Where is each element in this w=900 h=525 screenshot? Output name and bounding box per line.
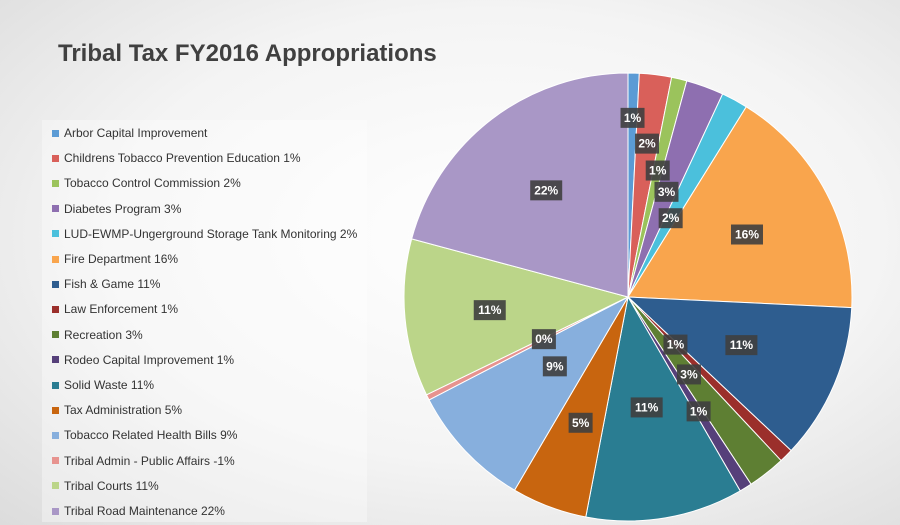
data-label-box [531, 329, 556, 350]
data-label-box [654, 181, 679, 202]
legend-swatch [52, 406, 59, 414]
legend-swatch [52, 507, 59, 515]
legend-swatch [52, 154, 59, 162]
data-label-box [530, 180, 563, 201]
legend-entry: Childrens Tobacco Prevention Education 1… [52, 149, 301, 167]
legend-swatch [52, 457, 59, 465]
legend-entry: Tobacco Related Health Bills 9% [52, 426, 237, 444]
legend-label: Tobacco Related Health Bills 9% [64, 428, 238, 443]
legend-label: Tax Administration 5% [64, 403, 183, 418]
data-label-box [663, 334, 688, 355]
legend-label: Tribal Courts 11% [64, 478, 159, 493]
legend-swatch [52, 255, 59, 263]
data-label: 11% [730, 338, 754, 352]
legend-entry: Fire Department 16% [52, 250, 178, 268]
data-label-box [658, 208, 683, 229]
data-label: 3% [680, 367, 698, 381]
chart-title: Tribal Tax FY2016 Appropriations [58, 40, 437, 67]
legend-entry: Law Enforcement 1% [52, 300, 178, 318]
legend-swatch [52, 482, 59, 490]
data-label-box [473, 300, 506, 321]
legend-entry: Solid Waste 11% [52, 376, 154, 394]
data-label: 2% [638, 137, 656, 151]
legend-entry: Recreation 3% [52, 326, 143, 344]
legend-entry: LUD-EWMP-Ungerground Storage Tank Monito… [52, 225, 357, 243]
legend-label: Fire Department 16% [64, 252, 179, 266]
legend-swatch [52, 205, 59, 213]
chart-legend: Arbor Capital Improvement Childrens Tobac… [42, 120, 367, 522]
data-label-box [568, 412, 593, 433]
legend-swatch [52, 305, 59, 313]
data-label-box [645, 160, 670, 181]
legend-entry: Tribal Road Maintenance 22% [52, 502, 225, 520]
legend-label: Childrens Tobacco Prevention Education 1… [64, 151, 301, 166]
legend-entry: Arbor Capital Improvement [52, 124, 207, 142]
data-label-box [730, 224, 763, 245]
legend-label: Arbor Capital Improvement [64, 126, 208, 140]
data-label: 9% [546, 359, 564, 373]
pie-slice [627, 106, 853, 309]
legend-swatch [52, 331, 59, 339]
legend-label: Tribal Road Maintenance 22% [64, 504, 225, 518]
pie-slice [585, 295, 741, 522]
legend-entry: Diabetes Program 3% [52, 200, 181, 218]
legend-swatch [52, 129, 59, 137]
pie-slice [411, 72, 629, 298]
legend-label: Tribal Admin - Public Affairs -1% [64, 453, 235, 468]
data-label: 5% [572, 416, 590, 430]
pie-slice [403, 238, 630, 396]
legend-label: LUD-EWMP-Ungerground Storage Tank Monito… [64, 226, 358, 241]
legend-label: Tobacco Control Commission 2% [64, 176, 241, 191]
legend-entry: Tribal Courts 11% [52, 477, 159, 495]
data-label: 1% [649, 164, 667, 178]
legend-swatch [52, 381, 59, 389]
legend-label: Fish & Game 11% [64, 277, 161, 292]
legend-label: Law Enforcement 1% [64, 302, 179, 317]
data-label: 1% [690, 404, 708, 418]
data-label-box [620, 107, 645, 128]
legend-label: Recreation 3% [64, 327, 143, 342]
pie-slice [428, 295, 630, 491]
data-label-box [686, 401, 711, 422]
data-label: 0% [535, 332, 553, 346]
data-label: 16% [735, 228, 759, 242]
data-label-box [676, 364, 701, 385]
legend-entry: Tobacco Control Commission 2% [52, 174, 241, 192]
data-label-box [630, 397, 663, 418]
data-label: 3% [658, 185, 676, 199]
data-label-box [542, 356, 567, 377]
legend-swatch [52, 230, 59, 238]
legend-label: Diabetes Program 3% [64, 201, 182, 216]
legend-entry: Tribal Admin - Public Affairs -1% [52, 452, 235, 470]
data-label-box [635, 133, 660, 154]
legend-entry: Tax Administration 5% [52, 401, 182, 419]
legend-entry: Fish & Game 11% [52, 275, 160, 293]
legend-label: Rodeo Capital Improvement 1% [64, 352, 235, 367]
legend-swatch [52, 356, 59, 364]
data-label: 1% [624, 111, 642, 125]
data-label: 22% [534, 183, 558, 197]
data-label: 11% [635, 400, 659, 414]
data-label-box [725, 335, 758, 356]
data-label: 1% [667, 338, 685, 352]
legend-swatch [52, 431, 59, 439]
legend-swatch [52, 179, 59, 187]
data-label: 11% [478, 303, 502, 317]
legend-entry: Rodeo Capital Improvement 1% [52, 351, 234, 369]
legend-swatch [52, 280, 59, 288]
data-label: 2% [662, 211, 680, 225]
legend-label: Solid Waste 11% [64, 378, 155, 392]
